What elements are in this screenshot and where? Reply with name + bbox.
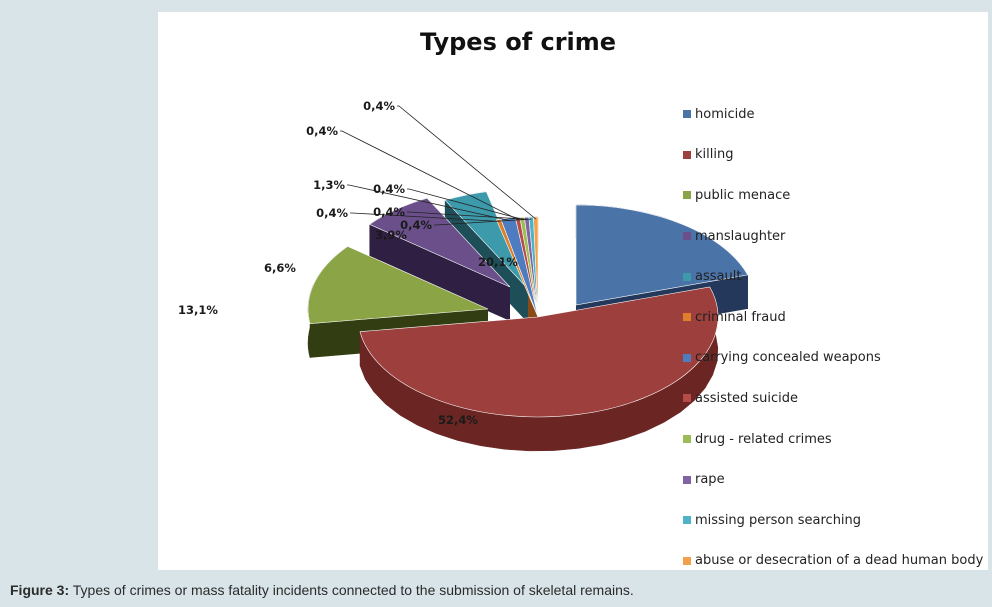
leader-line (340, 130, 519, 220)
legend-item: assault (683, 256, 983, 297)
slice-edge (369, 224, 510, 321)
figure-caption: Figure 3: Types of crimes or mass fatali… (10, 582, 634, 598)
legend-item: manslaughter (683, 216, 983, 257)
legend-label: drug - related crimes (695, 431, 832, 447)
legend-label: rape (695, 472, 725, 488)
legend-label: missing person searching (695, 512, 862, 528)
legend-item: carrying concealed weapons (683, 338, 983, 379)
legend-swatch (683, 475, 691, 484)
data-label: 0,4% (400, 218, 432, 232)
leader-line (407, 211, 527, 220)
leader-line (434, 218, 532, 226)
pie-slice-manslaughter (369, 197, 511, 288)
pie-slice-homicide (575, 204, 749, 306)
legend-swatch (683, 435, 691, 444)
legend-swatch (683, 556, 691, 565)
legend-swatch (683, 516, 691, 525)
legend-item: drug - related crimes (683, 419, 983, 460)
legend-swatch (683, 110, 691, 119)
chart-panel: Types of crime 20,1% 52,4% 13,1% 6,6% 3,9% 0,… (158, 12, 988, 570)
legend-label: criminal fraud (695, 309, 786, 325)
data-label: 6,6% (264, 261, 296, 275)
legend-swatch (683, 394, 691, 403)
legend-item: abuse or desecration of a dead human bod… (683, 541, 983, 582)
legend-item: missing person searching (683, 500, 983, 541)
data-label: 52,4% (438, 413, 478, 427)
leader-line (397, 105, 537, 220)
caption-label: Figure 3: (10, 582, 70, 598)
data-label: 1,3% (313, 178, 345, 192)
pie-slice-public-menace (307, 246, 489, 325)
legend-label: public menace (695, 187, 791, 203)
legend-item: assisted suicide (683, 378, 983, 419)
legend-swatch (683, 191, 691, 200)
legend-swatch (683, 232, 691, 241)
pie-slice-killing (359, 286, 719, 418)
data-label: 20,1% (478, 255, 518, 269)
pie-chart: 20,1%52,4%13,1%6,6%3,9%0,4%1,3%0,4%0,4%0… (178, 99, 749, 452)
legend-label: manslaughter (695, 228, 786, 244)
data-label: 0,4% (363, 99, 395, 113)
legend-item: rape (683, 459, 983, 500)
caption-text: Types of crimes or mass fatality inciden… (69, 582, 634, 598)
legend-swatch (683, 313, 691, 322)
leader-line (350, 212, 500, 222)
legend-item: killing (683, 135, 983, 176)
leader-line (407, 188, 523, 220)
data-label: 0,4% (316, 206, 348, 220)
legend-item: criminal fraud (683, 297, 983, 338)
chart-legend: homicide killing public menace manslaughter… (683, 94, 983, 581)
data-label: 0,4% (373, 182, 405, 196)
legend-label: carrying concealed weapons (695, 350, 881, 366)
legend-swatch (683, 353, 691, 362)
pie-slice-assault (444, 191, 529, 290)
data-label: 0,4% (306, 124, 338, 138)
data-label: 3,9% (375, 228, 407, 242)
legend-label: homicide (695, 106, 755, 122)
legend-item: homicide (683, 94, 983, 135)
legend-label: abuse or desecration of a dead human bod… (695, 553, 984, 569)
leader-line (347, 184, 509, 221)
legend-label: assisted suicide (695, 390, 799, 406)
legend-label: assault (695, 269, 742, 285)
data-label: 13,1% (178, 303, 218, 317)
legend-swatch (683, 272, 691, 281)
legend-swatch (683, 150, 691, 159)
legend-label: killing (695, 147, 734, 163)
data-label: 0,4% (373, 205, 405, 219)
legend-item: public menace (683, 175, 983, 216)
chart-title: Types of crime (419, 28, 617, 56)
